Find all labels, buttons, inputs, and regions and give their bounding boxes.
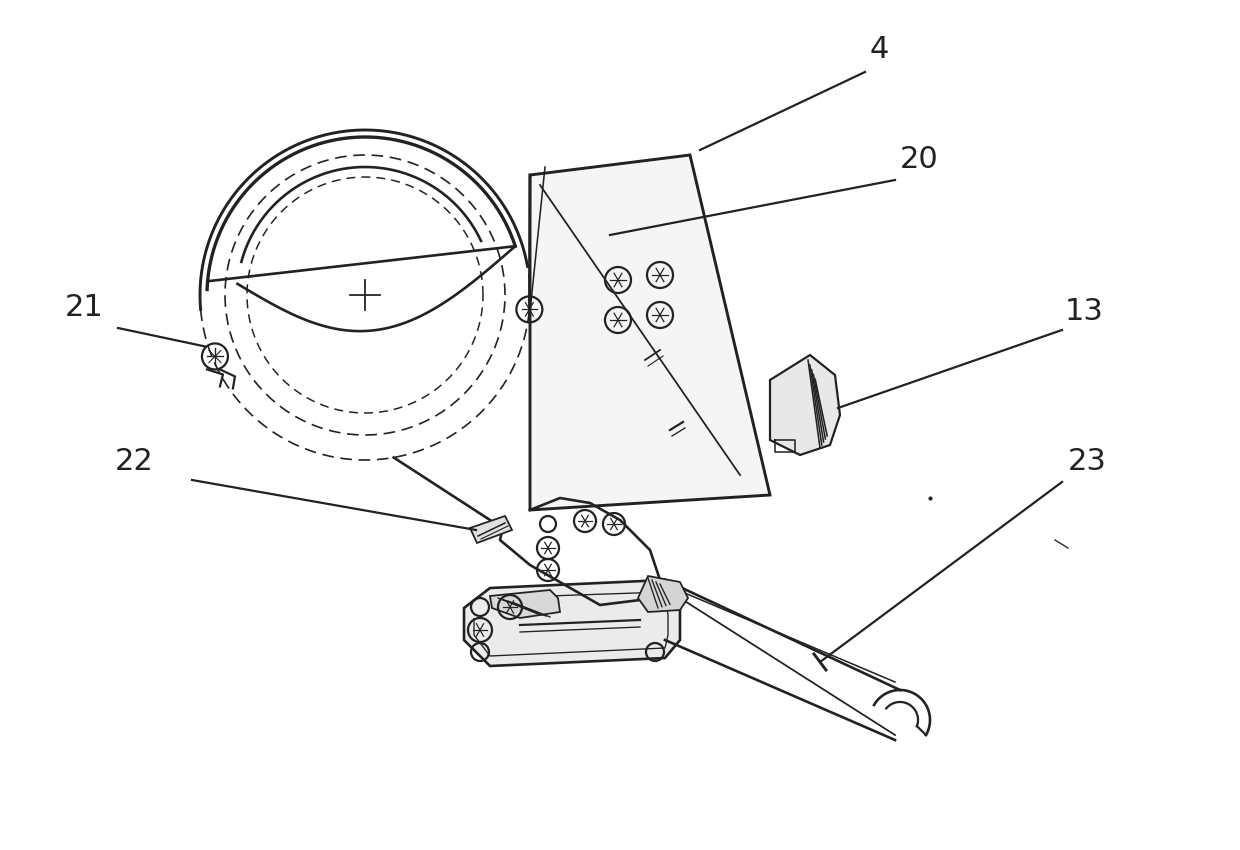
Polygon shape [529, 155, 770, 510]
Text: 4: 4 [870, 35, 889, 64]
Text: 21: 21 [64, 293, 104, 322]
Text: 13: 13 [1065, 297, 1104, 326]
Polygon shape [490, 590, 560, 618]
Polygon shape [470, 516, 512, 543]
Polygon shape [770, 355, 839, 455]
Text: 22: 22 [115, 447, 154, 476]
Polygon shape [464, 580, 680, 666]
Polygon shape [639, 576, 688, 612]
Text: 20: 20 [900, 145, 939, 174]
Text: 23: 23 [1068, 447, 1107, 476]
